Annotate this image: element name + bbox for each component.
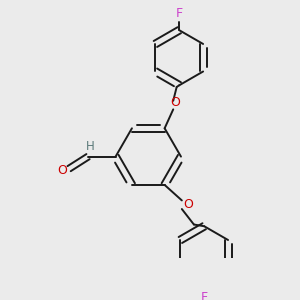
Text: O: O (57, 164, 67, 177)
Text: F: F (176, 7, 183, 20)
Text: F: F (201, 291, 208, 300)
Text: O: O (183, 198, 193, 211)
Text: O: O (170, 96, 180, 109)
Text: H: H (85, 140, 94, 153)
